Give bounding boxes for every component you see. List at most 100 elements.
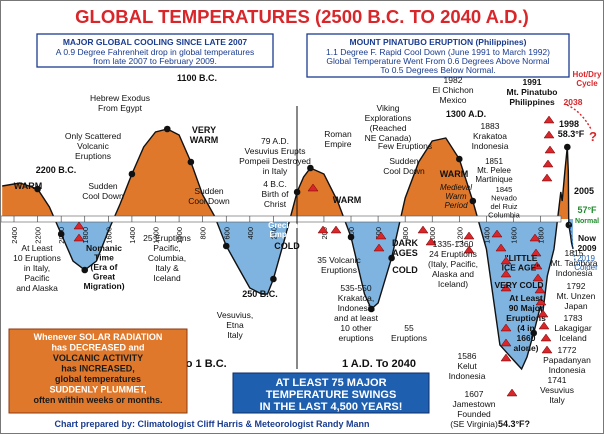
annotation: Eruptions [321,265,357,275]
annotation: Columbia, [148,253,186,263]
data-point [270,275,277,283]
annotation: 24 Eruptions [429,249,477,259]
zone-label: "LITTLE [505,253,538,263]
annotation: Nevado [491,194,517,203]
zone-label: COLD [274,241,300,251]
annotation: (Italy, Pacific, [428,259,478,269]
volcano-icon [541,345,553,354]
pinatubo-box-text: Global Temperature Went From 0.6 Degrees… [326,56,549,66]
annotation: Indonesia [556,268,593,278]
annotation: 55 [404,323,414,333]
annotation: (Reached [370,123,407,133]
annotation: in Italy, [24,263,50,273]
data-point [455,155,463,163]
volcano-icon [532,273,544,282]
axis-tick-label: 1400 [482,227,491,244]
volcano-icon [542,159,554,168]
cooling-box [36,33,274,68]
axis-tick-label: 1600 [509,227,518,244]
annotation: Philippines [509,97,555,107]
axis-tick-label: 1800 [81,227,90,244]
annotation: Sudden [194,186,224,196]
annotation: 10 other [340,323,371,333]
volcano-icon [307,183,319,192]
annotation: Iceland [153,273,181,283]
volcano-icon [375,231,387,240]
annotation: Krakatoa [473,131,507,141]
annotation: Cool Down [383,166,425,176]
annotation: 535-550 [340,283,371,293]
annotation: Martinique [475,175,513,184]
annotation: Founded [457,409,491,419]
volcano-icon [463,245,475,254]
volcano-icon [531,261,543,270]
data-point [530,329,538,337]
annotation: Etna [226,320,244,330]
axis-tick-label: 200 [320,227,329,240]
swings-box [232,372,430,414]
annotation: and at least [334,313,379,323]
annotation: Japan [564,301,587,311]
annotation: Sudden [389,156,419,166]
axis-tick-label: 1400 [128,227,137,244]
pinatubo-box-title: MOUNT PINATUBO ERUPTION (Philippines) [350,37,527,47]
annotation: Alaska and [432,269,474,279]
volcano-icon [500,283,512,292]
annotation: Pompeii Destroyed [239,156,311,166]
volcano-icon [500,323,512,332]
annotation: 1883 [481,121,500,131]
annotation: 4 B.C. [263,179,287,189]
annotation: eruptions [339,333,374,343]
data-point [163,125,171,133]
data-point [388,254,395,262]
annotation: alone) [513,343,538,353]
annotation: Italy & [155,263,179,273]
annotation: Explorations [365,113,412,123]
annotation: Eruptions [391,333,427,343]
data-point [565,221,573,229]
data-point [307,164,314,172]
axis-tick-label: 1200 [455,227,464,244]
volcano-icon [73,221,85,230]
data-point [81,266,89,274]
volcano-icon [73,233,85,242]
annotation: From Egypt [98,103,143,113]
annotation: 1660 [517,333,536,343]
annotation: Colder [574,263,598,272]
annotation: 90 Major [509,303,544,313]
axis-tick-label: 1000 [175,227,184,244]
volcano-icon [535,297,547,306]
solar-box-text: Whenever SOLAR RADIATION [34,332,163,342]
annotation: 1792 [567,281,586,291]
annotation: Roman [324,129,352,139]
annotation: Hot/Dry [573,70,602,79]
annotation: 57°F [577,205,597,215]
solar-box-text: often within weeks or months. [33,395,162,405]
annotation: 1586 [458,351,477,361]
annotation: Italy [549,395,565,405]
credit-label: Chart prepared by: Climatologist Cliff H… [54,419,369,429]
peak-label: 58.3°F [558,129,585,139]
annotation: Volcanic [77,141,109,151]
annotation: Papadanyan [543,355,591,365]
data-point [293,188,301,196]
volcano-icon [506,388,518,397]
swings-box-text: TEMPERATURE SWINGS [266,389,397,401]
solar-box-text: global temperatures [55,374,141,384]
annotation: Jamestown [453,399,496,409]
data-point [347,233,355,241]
pinatubo-box-text: 1.1 Degree F. Rapid Cool Down (June 1991… [326,47,550,57]
cooling-box-text: A 0.9 Degree Fahrenheit drop in global t… [56,47,254,57]
volcano-icon [500,353,512,362]
ad-range-label: 1 A.D. To 2040 [342,358,416,370]
annotation: Hebrew Exodus [90,93,150,103]
warm-area [2,129,573,219]
zone-label: COLD [392,265,418,275]
annotation: Cool Down [188,196,230,206]
cooling-box-text: from late 2007 to February 2009. [93,56,217,66]
peak-label: 2200 B.C. [36,165,77,175]
axis-tick-label: 1200 [152,227,161,244]
annotation: Cycle [576,79,598,88]
peak-label: 250 B.C. [242,289,278,299]
